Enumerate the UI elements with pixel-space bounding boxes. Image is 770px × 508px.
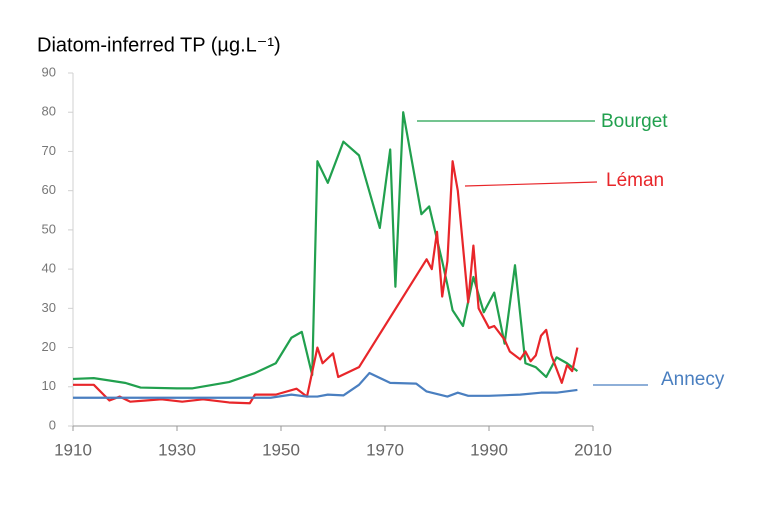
y-tick-label: 10: [42, 378, 56, 393]
label-leader: [464, 181, 598, 187]
series-line: [73, 160, 579, 405]
series-line: [72, 111, 579, 390]
y-tick-label: 60: [42, 182, 56, 197]
y-tick-label: 90: [42, 64, 56, 79]
y-tick-label: 0: [49, 417, 56, 432]
series-label: Léman: [606, 170, 664, 191]
series-label: Annecy: [661, 369, 725, 390]
y-tick-label: 70: [42, 143, 56, 158]
x-tick-label: 1930: [158, 440, 196, 459]
y-tick-label: 30: [42, 300, 56, 315]
series-label: Bourget: [601, 111, 668, 132]
chart-title: Diatom-inferred TP (µg.L⁻¹): [37, 34, 281, 56]
y-tick-label: 80: [42, 104, 56, 119]
x-tick-label: 1950: [262, 440, 300, 459]
y-tick-label: 50: [42, 221, 56, 236]
series-line: [73, 371, 578, 399]
y-tick-label: 40: [42, 261, 56, 276]
y-tick-label: 20: [42, 339, 56, 354]
x-tick-label: 2010: [574, 440, 612, 459]
x-tick-label: 1970: [366, 440, 404, 459]
x-tick-label: 1910: [54, 440, 92, 459]
x-tick-label: 1990: [470, 440, 508, 459]
